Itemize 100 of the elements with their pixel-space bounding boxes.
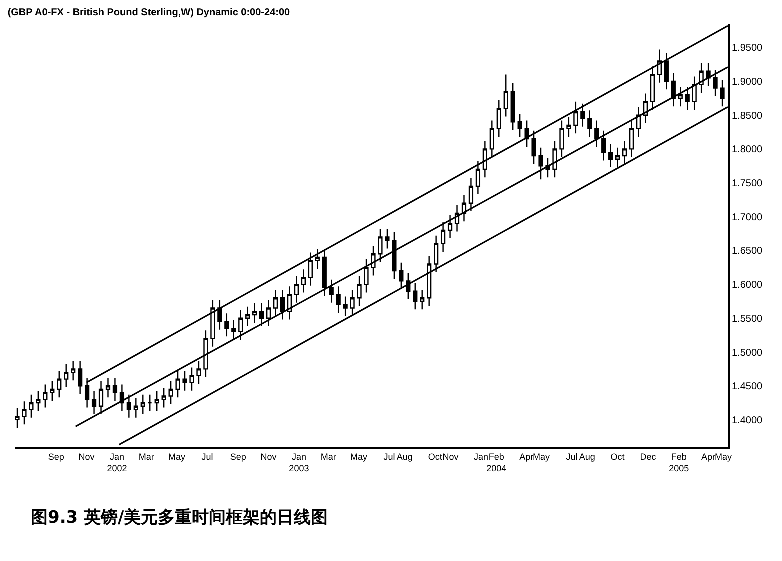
x-tick-label: Sep [48,452,64,462]
candlestick [588,110,592,138]
candlestick [636,106,642,138]
candlestick [524,120,530,148]
x-tick-label: Oct [428,452,443,462]
candlestick [315,248,320,270]
candlestick [98,380,104,416]
candlestick [685,86,690,111]
candlestick [204,330,208,378]
candlestick [238,310,244,341]
candlestick [162,388,166,408]
candlestick [538,147,544,180]
candlestick [329,279,334,304]
x-tick-label: May [168,452,186,462]
candlestick [190,367,194,392]
candlestick [371,245,376,276]
candlestick [440,222,446,253]
chart-title: (GBP A0-FX - British Pound Sterling,W) Dynamic 0:00-24:00 [8,7,291,18]
candlestick [364,258,369,294]
candlestick [140,394,146,416]
candlestick [518,113,522,138]
x-tick-label: Mar [320,452,336,462]
candlestick [608,144,614,168]
candlestick [36,390,41,412]
candlestick [232,320,236,341]
candlestick [643,93,648,124]
y-tick-label: 1.8500 [732,110,764,122]
x-tick-label: Aug [396,452,413,462]
candlestick [322,248,327,297]
candlestick [399,262,404,290]
candlestick [57,370,62,398]
candlestick [43,384,48,408]
candlestick [29,394,34,418]
y-tick-label: 1.9500 [732,43,764,54]
x-tick-label: Feb 2005 [669,452,690,474]
candlestick [671,72,676,108]
x-tick-label: May [533,452,551,462]
x-tick-label: Jul [202,452,214,462]
x-tick-label: Jan 2003 [289,452,310,474]
x-tick-label: Jul [566,452,578,462]
candlestick [280,289,286,320]
x-tick-label: Jan 2002 [107,452,128,474]
y-tick-label: 1.7000 [732,212,764,224]
candlestick [580,103,586,128]
candlestick [112,377,118,402]
y-tick-label: 1.5500 [732,314,764,325]
y-tick-label: 1.6500 [732,246,764,258]
x-tick-label: Apr [702,452,716,462]
candlestick [22,401,27,426]
y-tick-label: 1.9000 [732,77,764,88]
candlestick [78,360,83,395]
candlestick [482,140,488,178]
candlestick [378,228,383,263]
candlestick [182,370,188,392]
candlestick [420,289,425,310]
candlestick [176,370,180,398]
candlestick [168,380,174,405]
x-tick-label: Aug [579,452,596,462]
candlestick [64,364,69,388]
candlestick [406,272,411,300]
candlestick [468,178,474,212]
candlestick [92,390,97,416]
candlestick [343,296,348,317]
candlestick [532,130,536,165]
candlestick [392,232,397,280]
candlestick [496,100,502,138]
candlestick [616,147,620,168]
candlestick [246,306,250,328]
candlestick [413,282,418,310]
candlestick [148,394,152,412]
candlestick [622,140,628,165]
x-tick-label: Nov [78,452,96,462]
candlestick [427,256,432,307]
candlestick [629,120,634,158]
candlestick [560,120,564,158]
candlestick [434,235,439,273]
candlestick [664,52,669,90]
candlestick [154,390,160,412]
y-tick-label: 1.4500 [732,382,764,393]
caption: 图9.3 英镑/美元多重时间框架的日线图 [31,508,328,528]
y-tick-label: 1.4000 [732,415,764,426]
x-tick-label: May [715,452,733,462]
candlestick [713,69,718,98]
candlestick [678,86,683,108]
x-tick-label: May [350,452,368,462]
candlestick [594,120,600,148]
x-tick-label: Feb 2004 [486,452,507,474]
candlestick [357,276,362,307]
candlestick [308,252,313,287]
candlestick [301,269,306,294]
x-tick-label: Jul [384,452,396,462]
y-tick-label: 1.5000 [732,348,764,359]
candlestick [350,289,355,317]
candlestick [490,120,494,158]
candlestick [273,289,278,317]
y-tick-label: 1.6000 [732,280,764,292]
candlestick [510,82,516,131]
candlestick [657,49,662,84]
x-tick-label: Apr [520,452,534,462]
candlestick [218,300,222,331]
